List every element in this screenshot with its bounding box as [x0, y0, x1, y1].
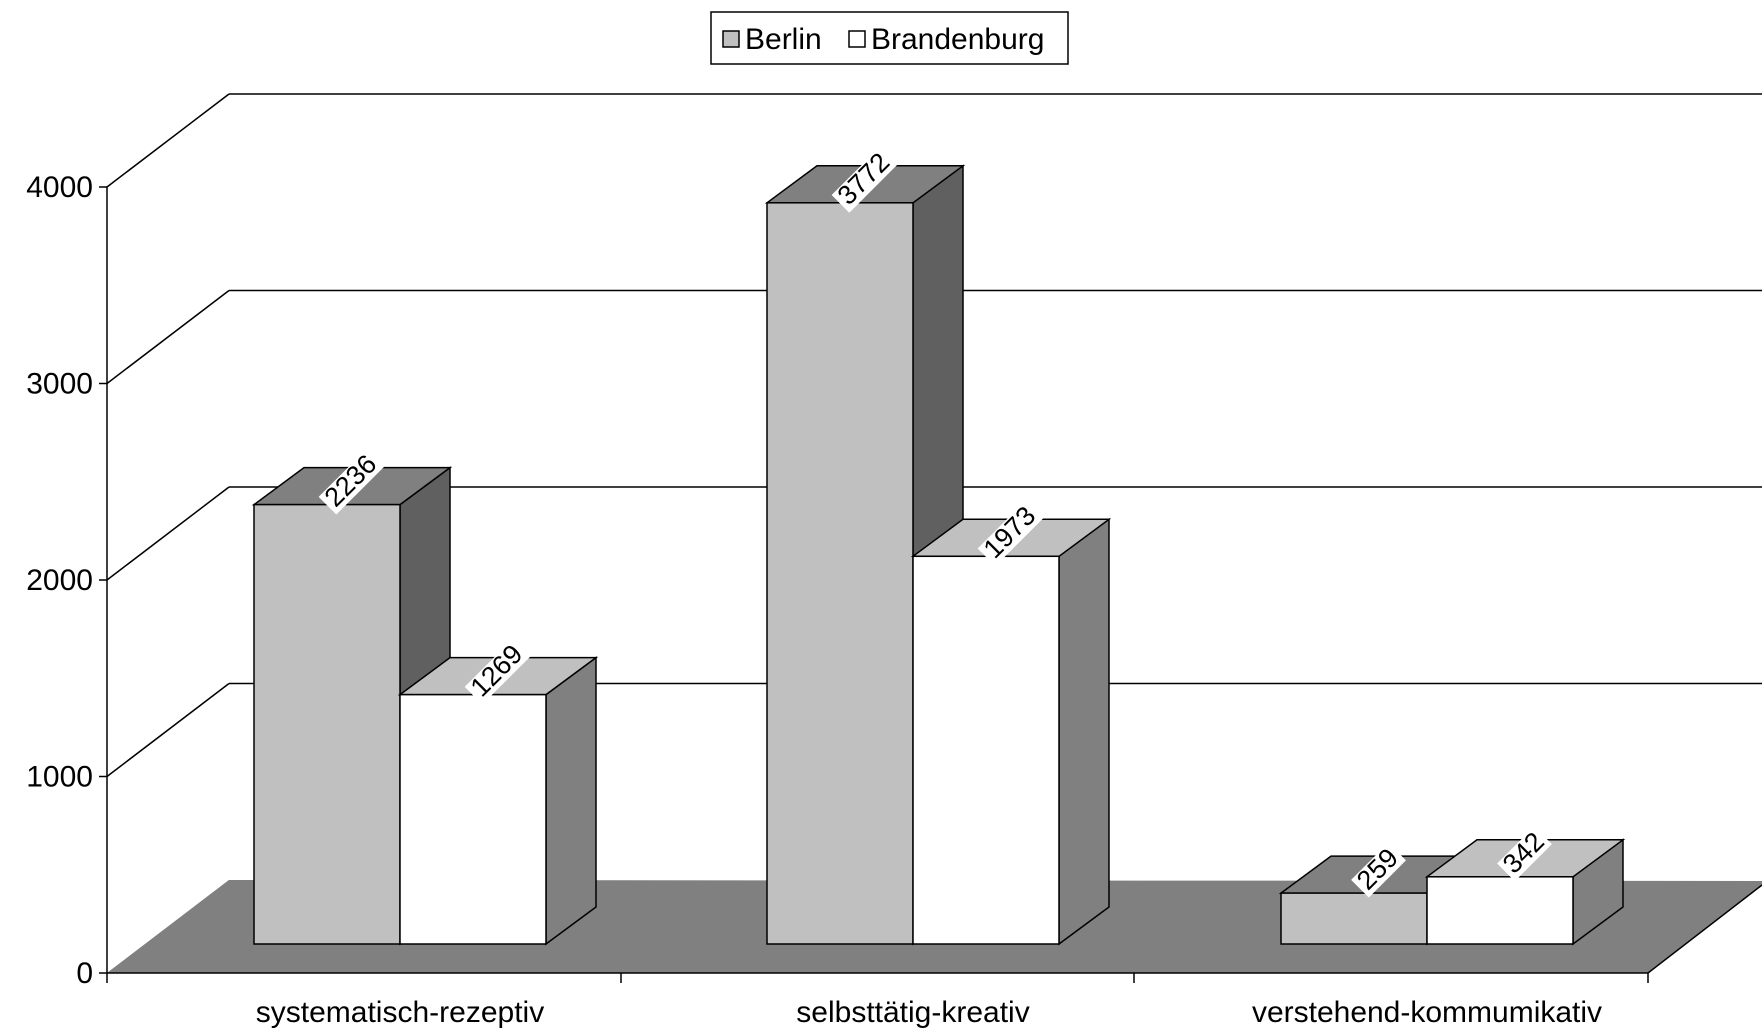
x-tick-label: systematisch-rezeptiv: [256, 996, 544, 1029]
y-tick-label: 1000: [26, 761, 93, 794]
x-axis-depth-line: [1647, 884, 1762, 974]
y-tick-label: 3000: [26, 368, 93, 401]
legend-label: Berlin: [745, 23, 822, 56]
y-tick-label: 4000: [26, 171, 93, 204]
gridline-diagonal: [106, 682, 230, 778]
data-label-bg: [1351, 842, 1406, 898]
y-tick-label: 2000: [26, 564, 93, 597]
bar: [766, 202, 914, 945]
y-tick-label: 0: [76, 957, 93, 990]
bar-side: [545, 656, 597, 946]
data-label-bg: [977, 500, 1044, 567]
bar: [399, 693, 547, 945]
legend-box: [710, 11, 1069, 65]
bar: [253, 503, 401, 945]
gridline-diagonal: [106, 289, 230, 385]
x-tick-label: selbsttätig-kreativ: [796, 996, 1029, 1029]
bar-side: [1058, 517, 1110, 946]
legend-swatch: [722, 30, 740, 48]
bar: [1280, 892, 1428, 945]
gridline-diagonal: [106, 93, 230, 188]
x-tick-label: verstehend-kommumikativ: [1252, 996, 1602, 1029]
bar: [1426, 876, 1574, 945]
data-label-bg: [318, 448, 385, 515]
data-label-bg: [1497, 826, 1552, 882]
legend-label: Brandenburg: [871, 23, 1044, 56]
gridline-diagonal: [106, 486, 230, 581]
legend-swatch: [848, 30, 866, 48]
bar: [912, 555, 1060, 945]
data-label-bg: [831, 146, 898, 213]
data-label-bg: [464, 638, 531, 705]
